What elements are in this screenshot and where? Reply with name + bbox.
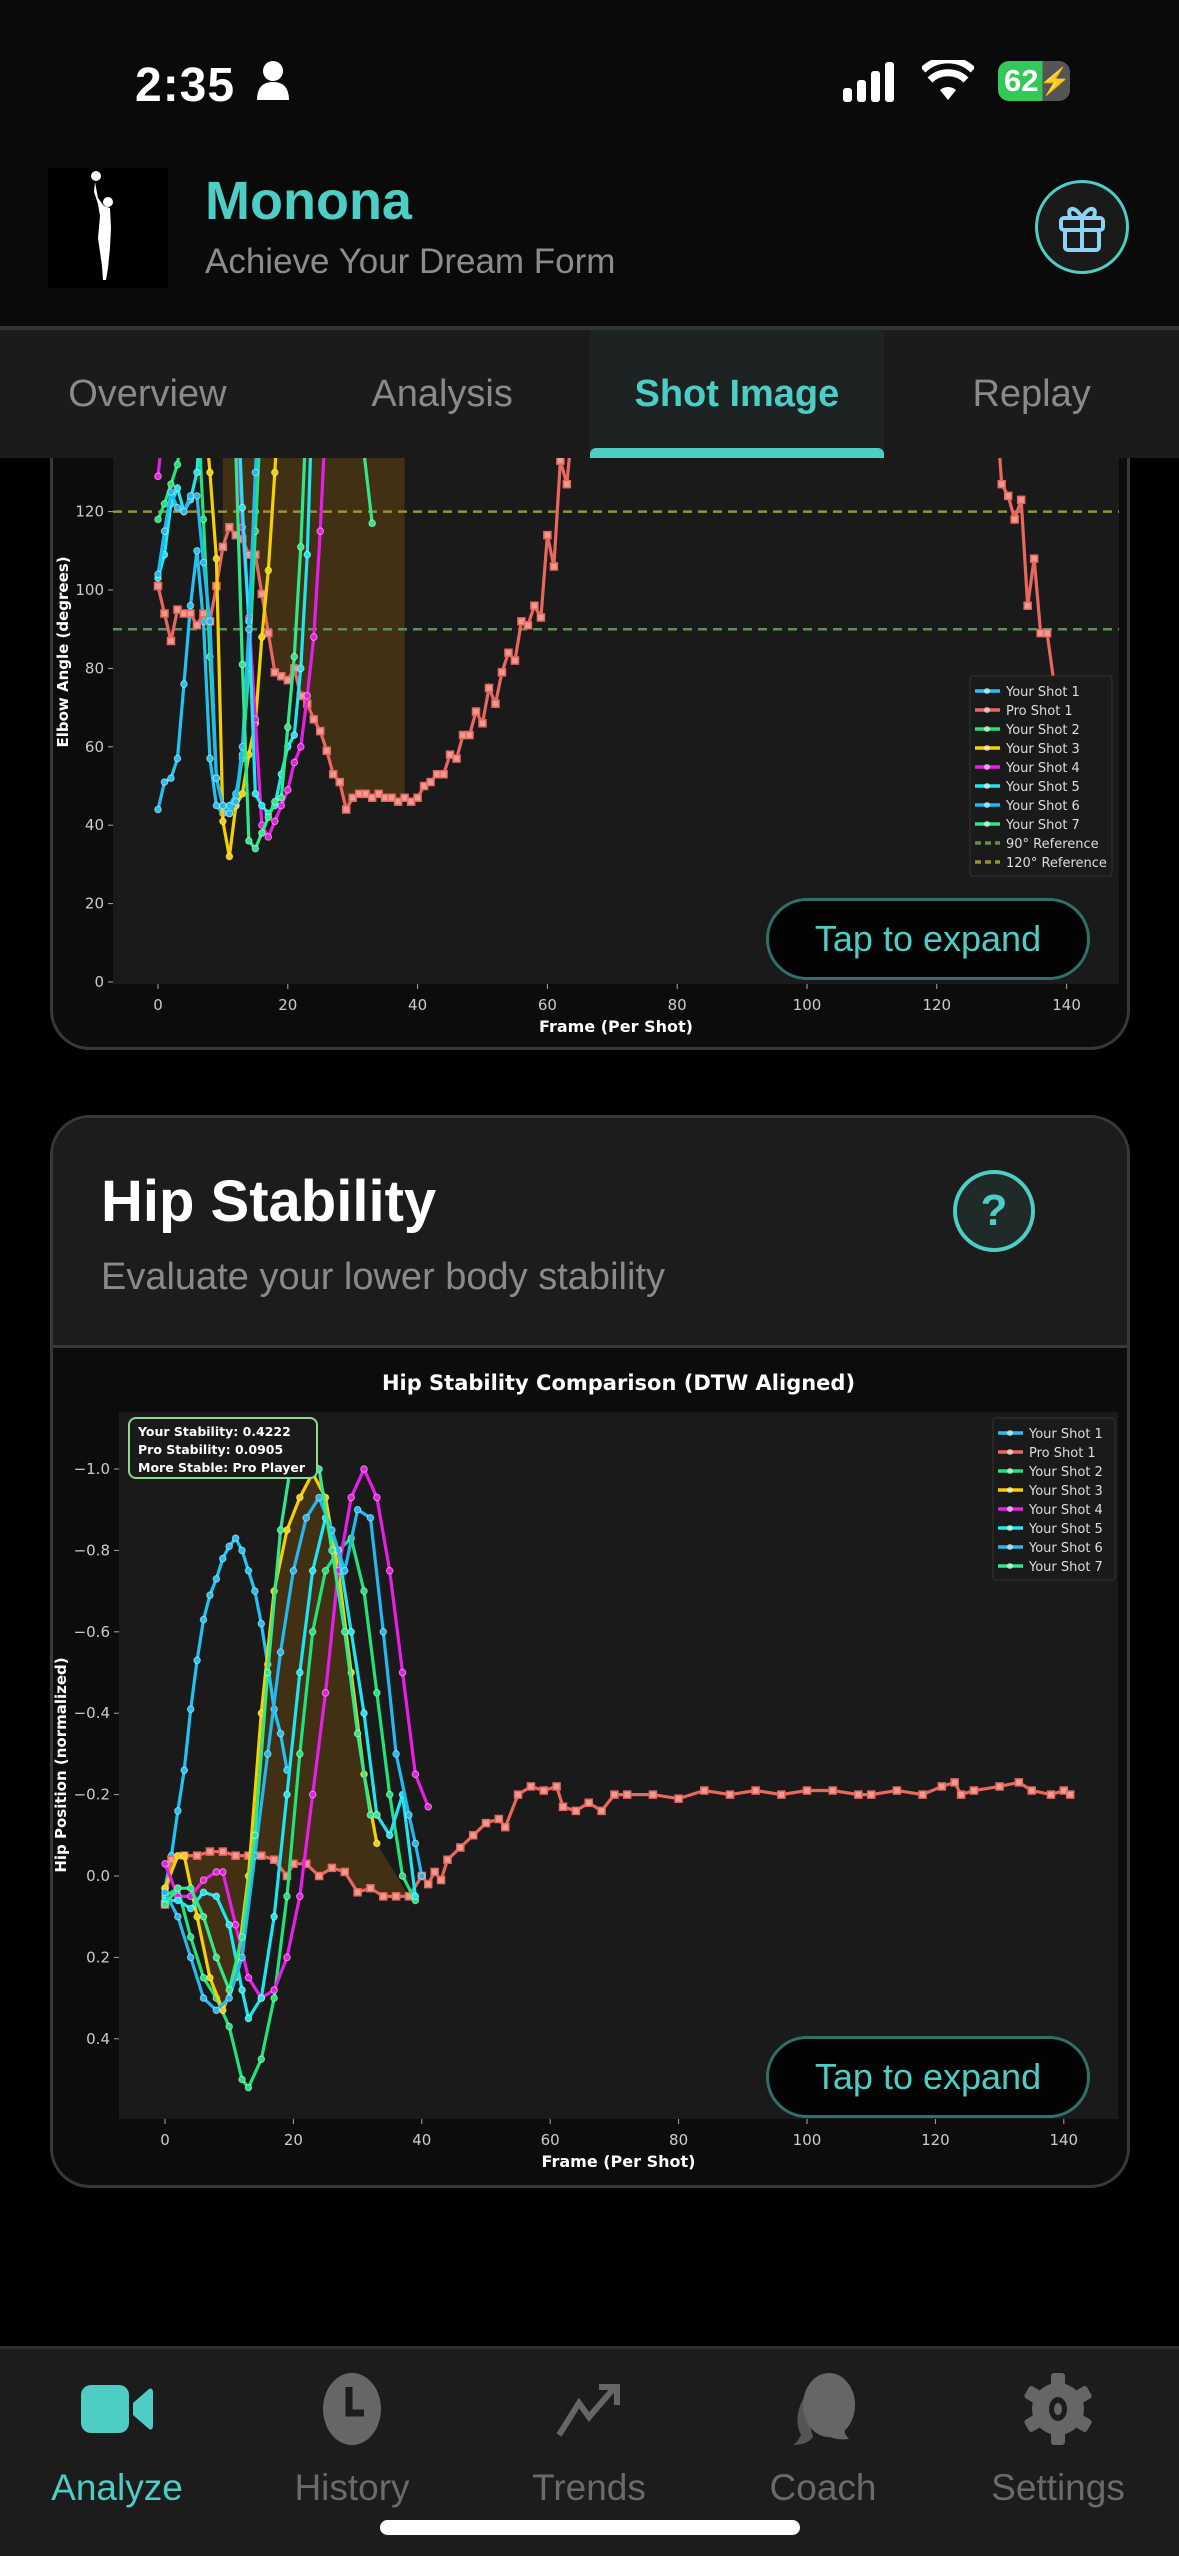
tab-analysis[interactable]: Analysis (371, 372, 513, 415)
battery-charging-icon: 62 ⚡ (998, 61, 1071, 101)
nav-label: Trends (532, 2467, 646, 2508)
home-indicator (380, 2520, 800, 2535)
question-icon: ? (980, 1186, 1008, 1235)
gear-icon (1024, 2373, 1092, 2445)
nav-settings[interactable]: Settings (958, 2369, 1158, 2509)
card-subtitle: Evaluate your lower body stability (101, 1256, 665, 1298)
bottom-nav: Analyze History Trends Coach Settings (0, 2346, 1179, 2556)
basketball-player-logo-icon (91, 171, 113, 280)
elbow-tap-to-expand-button[interactable]: Tap to expand (766, 898, 1090, 980)
person-icon (257, 61, 289, 100)
video-camera-icon (81, 2385, 153, 2433)
nav-history[interactable]: History (252, 2369, 452, 2509)
battery-level: 62 (1004, 63, 1039, 98)
clock-time: 2:35 (135, 59, 236, 112)
nav-label: Analyze (51, 2467, 183, 2508)
card-title: Hip Stability (101, 1169, 437, 1234)
nav-label: History (294, 2467, 410, 2508)
chat-bubbles-icon (793, 2373, 855, 2445)
app-logo (48, 168, 168, 288)
wifi-icon (922, 60, 974, 100)
app-header: Monona Achieve Your Dream Form (0, 160, 1179, 326)
tab-bar: Overview Analysis Shot Image Replay (0, 326, 1179, 458)
status-bar: 2:35 62 ⚡ (0, 0, 1179, 160)
hip-tap-to-expand-button[interactable]: Tap to expand (766, 2036, 1090, 2118)
signal-icon (843, 62, 894, 102)
nav-coach[interactable]: Coach (723, 2369, 923, 2509)
nav-label: Coach (769, 2467, 877, 2508)
hip-stability-card: Hip Stability Evaluate your lower body s… (50, 1115, 1130, 2188)
tab-replay[interactable]: Replay (972, 372, 1091, 415)
trend-up-icon (556, 2384, 620, 2437)
nav-analyze[interactable]: Analyze (17, 2369, 217, 2509)
gift-icon (1059, 207, 1105, 252)
clock-icon (323, 2373, 381, 2445)
app-subtitle: Achieve Your Dream Form (205, 242, 616, 281)
tab-overview[interactable]: Overview (68, 372, 227, 415)
nav-label: Settings (991, 2467, 1125, 2508)
gift-button[interactable] (1035, 180, 1129, 274)
app-title: Monona (205, 171, 412, 231)
nav-trends[interactable]: Trends (489, 2369, 689, 2509)
tab-shot-image[interactable]: Shot Image (589, 330, 885, 458)
hip-card-header (53, 1118, 1127, 1348)
help-button[interactable]: ? (953, 1170, 1035, 1252)
